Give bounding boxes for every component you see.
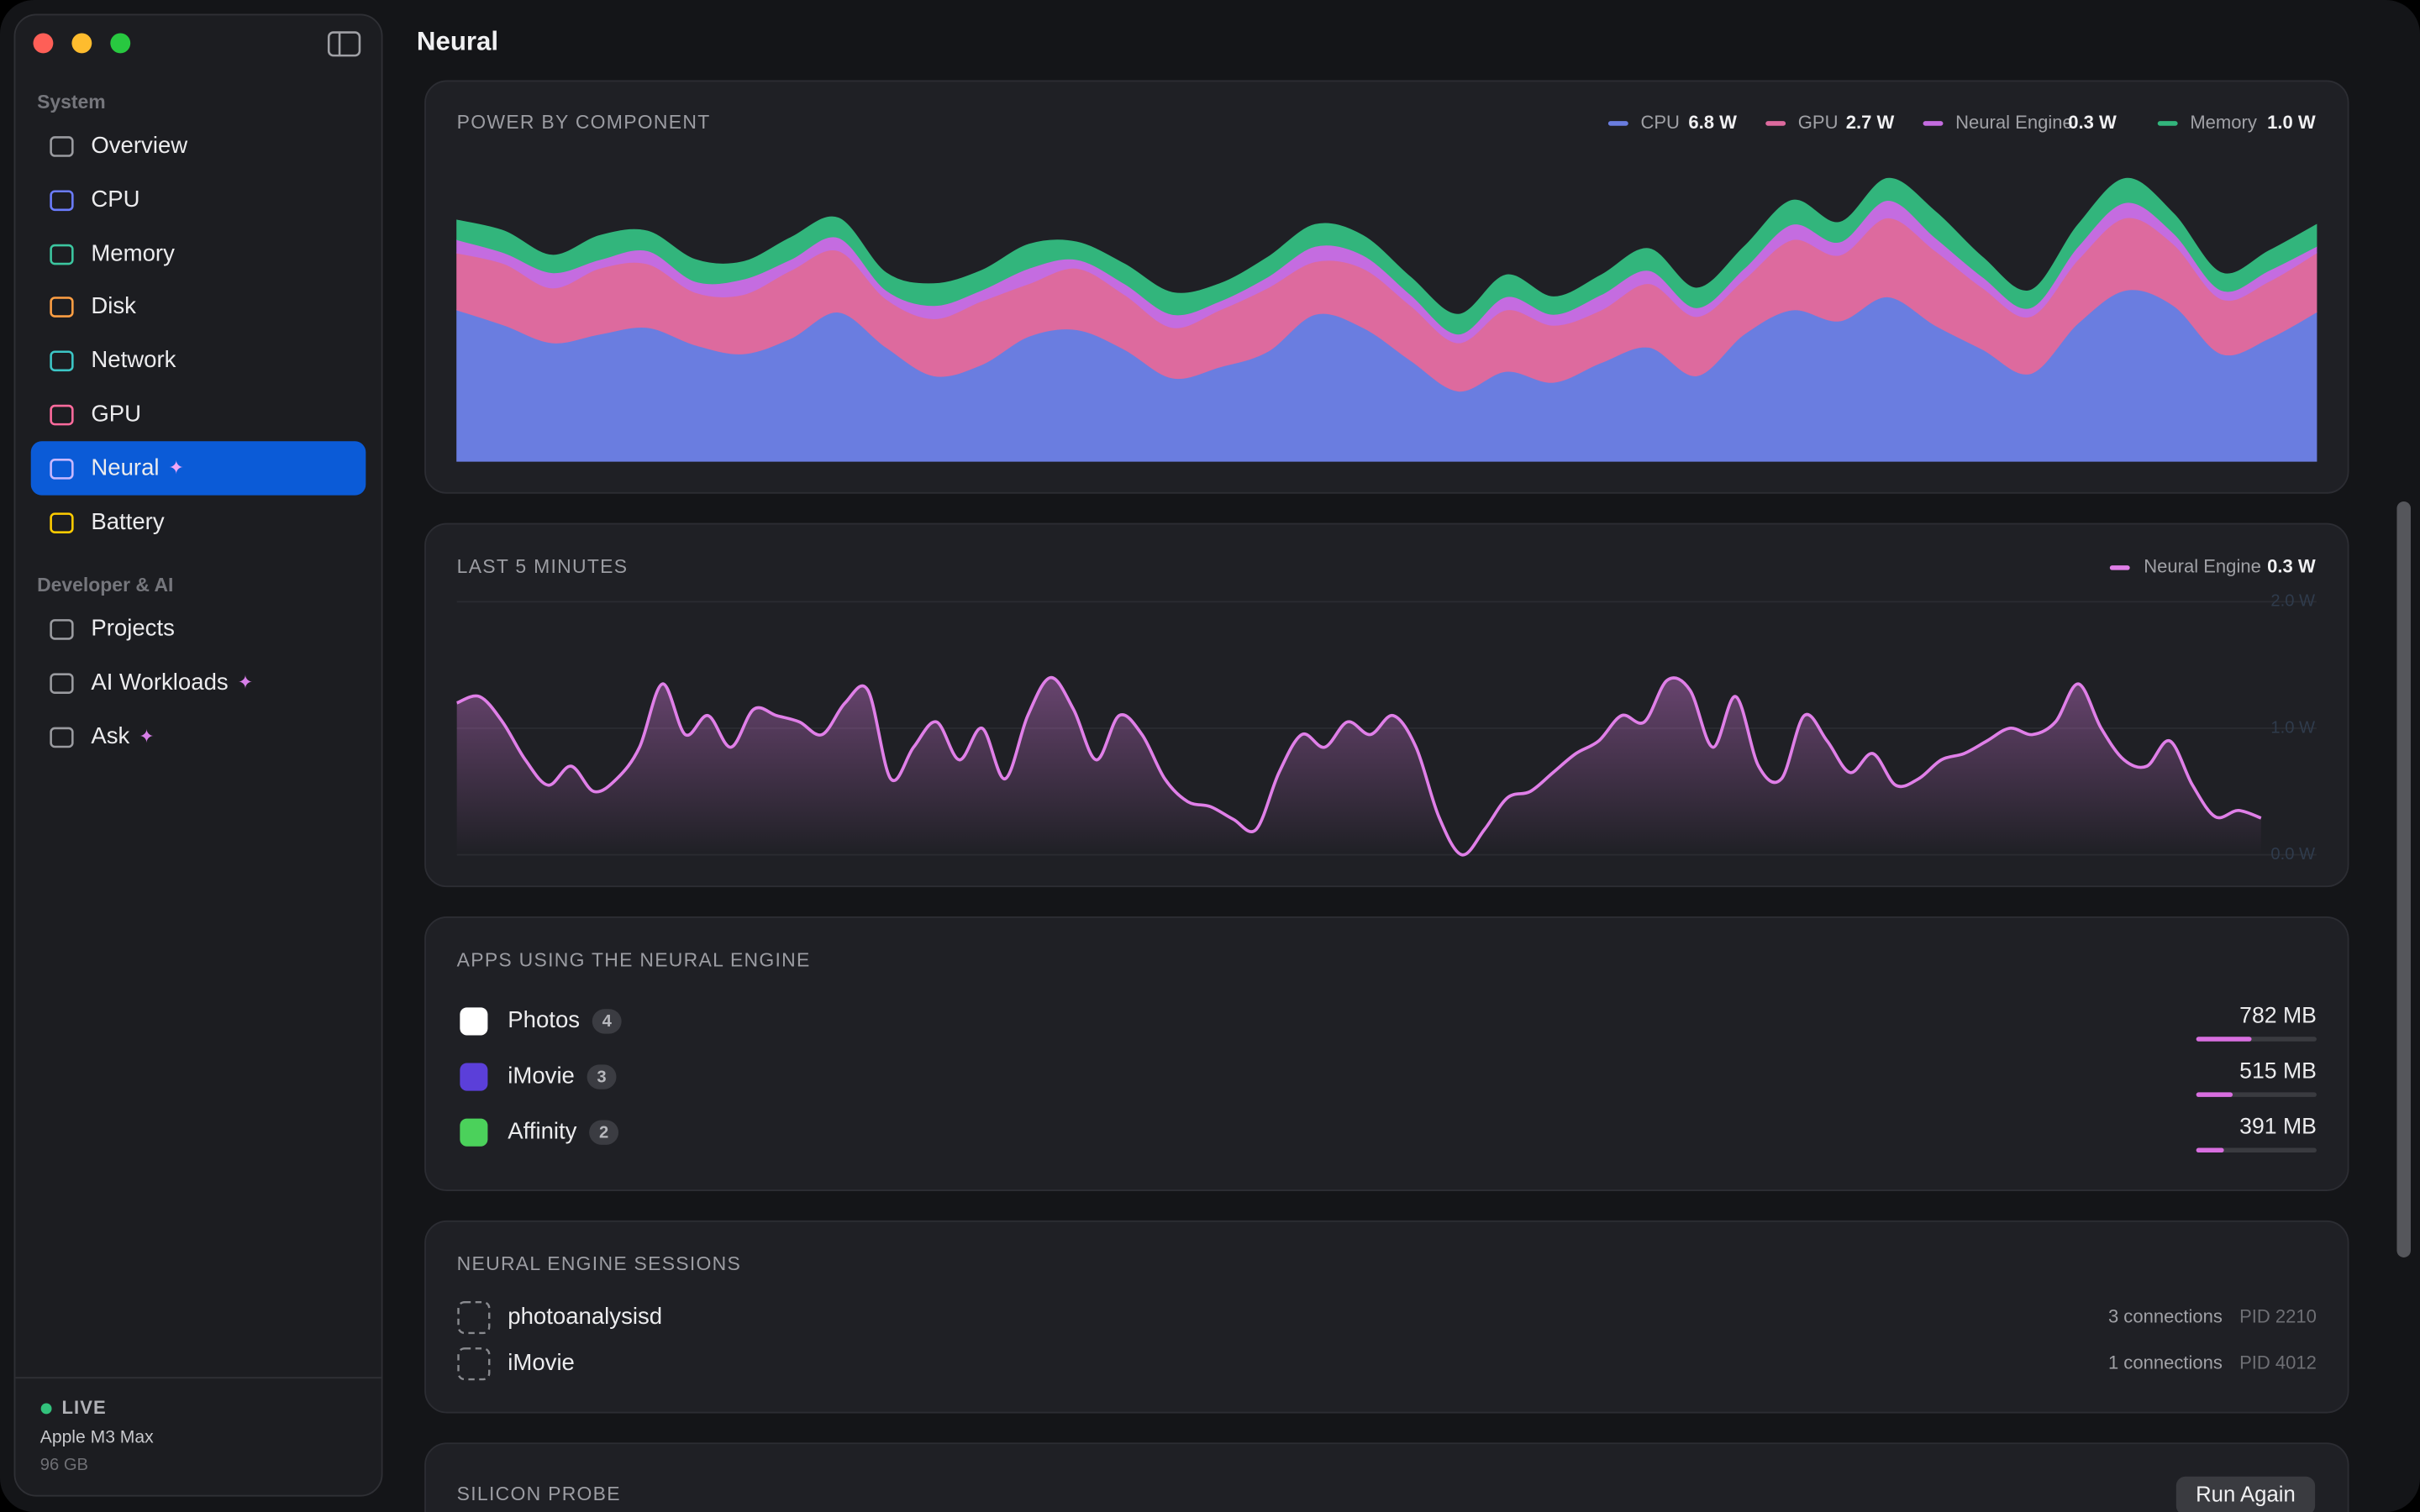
count: 3 (597, 1068, 606, 1086)
memory-label: 515 MB (2239, 1058, 2317, 1084)
device-name: Apple M3 Max (40, 1427, 154, 1446)
scrollbar[interactable] (2396, 501, 2411, 1257)
legend-name: Neural Engine (1955, 112, 2073, 133)
item-icon (50, 673, 74, 694)
y-tick-label: 2.0 W (2270, 592, 2315, 611)
device-memory: 96 GB (40, 1456, 88, 1474)
legend-swatch (1923, 121, 1944, 126)
card-title: SILICON PROBE (457, 1483, 621, 1504)
item-icon (50, 459, 74, 480)
page-title: Neural (417, 27, 498, 56)
app-name: Affinity (508, 1117, 576, 1143)
legend-value: 6.8 W (1688, 112, 1737, 133)
selected-row (30, 441, 366, 496)
session-icon (457, 1347, 491, 1381)
legend-name: Neural Engine (2144, 556, 2261, 577)
count: 2 (599, 1123, 608, 1142)
y-tick-label: 0.0 W (2270, 845, 2315, 864)
memory-track (2196, 1147, 2317, 1153)
sidebar-item[interactable]: Ask (91, 722, 129, 748)
sidebar-item[interactable]: CPU (91, 186, 139, 212)
memory-bar (2196, 1147, 2224, 1153)
run-again-button[interactable] (2175, 1476, 2316, 1512)
sparkle: ✦ (238, 672, 253, 693)
item-icon (50, 297, 74, 318)
sidebar-toggle[interactable] (327, 31, 361, 57)
legend-value: 0.3 W (2068, 112, 2117, 133)
legend-swatch (1765, 121, 1786, 126)
item-icon (50, 404, 74, 426)
count-badge (589, 1120, 619, 1145)
sidebar-item[interactable]: Overview (91, 132, 187, 158)
line (456, 675, 2262, 857)
legend-swatch (2109, 565, 2130, 570)
app-icon (460, 1063, 488, 1091)
minimize-button[interactable] (71, 33, 92, 54)
session-name: photoanalysisd (508, 1303, 662, 1329)
memory-bar (2196, 1037, 2252, 1042)
sidebar-item[interactable]: Network (91, 346, 176, 372)
card (424, 1220, 2349, 1414)
item-icon (50, 136, 74, 157)
legend-swatch (2157, 121, 2178, 126)
session-connections: 1 connections (2108, 1352, 2223, 1373)
card (424, 1442, 2349, 1512)
legend-value: 0.3 W (2267, 556, 2316, 577)
sidebar (13, 13, 383, 1497)
button-label[interactable]: Run Again (2196, 1483, 2296, 1507)
count-badge (587, 1064, 617, 1089)
memory-label: 391 MB (2239, 1114, 2317, 1139)
section-label: Developer & AI (37, 574, 173, 596)
sidebar-item[interactable]: Neural (91, 454, 159, 480)
sidebar-item[interactable]: Memory (91, 239, 175, 265)
y-tick-label: 1.0 W (2270, 718, 2315, 737)
count: 4 (602, 1012, 613, 1031)
app-icon (460, 1118, 488, 1147)
app-icon (460, 1007, 488, 1036)
legend-value: 2.7 W (1846, 112, 1895, 133)
sidebar-item[interactable]: Disk (91, 292, 136, 318)
memory-label: 782 MB (2239, 1002, 2317, 1027)
sparkle: ✦ (169, 457, 184, 478)
count-badge (592, 1009, 622, 1034)
session-pid: PID 2210 (2239, 1305, 2317, 1326)
card-title: POWER BY COMPONENT (457, 111, 711, 133)
legend-value: 1.0 W (2267, 112, 2316, 133)
sparkle: ✦ (139, 726, 154, 747)
area-fill (456, 677, 2261, 855)
legend-swatch (1607, 121, 1628, 126)
sidebar-item[interactable]: Projects (91, 615, 175, 641)
card-title: LAST 5 MINUTES (457, 555, 629, 577)
session-icon (457, 1301, 491, 1335)
app-name: Photos (508, 1006, 580, 1032)
item-icon (50, 512, 74, 533)
sidebar-item[interactable]: Battery (91, 508, 164, 534)
close-button[interactable] (33, 33, 54, 54)
live-label: LIVE (61, 1397, 106, 1418)
item-icon (50, 619, 74, 640)
item-icon (50, 190, 74, 212)
section-label: System (37, 91, 106, 113)
item-icon (50, 727, 74, 748)
legend-name: Memory (2190, 112, 2257, 133)
card (424, 916, 2349, 1191)
legend-name: GPU (1798, 112, 1839, 133)
sidebar-item[interactable]: AI Workloads (91, 669, 228, 695)
card-title: APPS USING THE NEURAL ENGINE (457, 948, 811, 970)
legend-name: CPU (1640, 112, 1680, 133)
app-name: iMovie (508, 1062, 575, 1088)
item-icon (50, 350, 74, 372)
area (456, 177, 2317, 335)
sidebar-item[interactable]: GPU (91, 400, 141, 426)
memory-bar (2196, 1092, 2233, 1097)
session-pid: PID 4012 (2239, 1352, 2317, 1373)
session-connections: 3 connections (2108, 1305, 2223, 1326)
item-icon (50, 244, 74, 265)
live-dot (40, 1403, 52, 1415)
card-title: NEURAL ENGINE SESSIONS (457, 1252, 741, 1274)
session-name: iMovie (508, 1349, 575, 1375)
zoom-button[interactable] (110, 33, 131, 54)
